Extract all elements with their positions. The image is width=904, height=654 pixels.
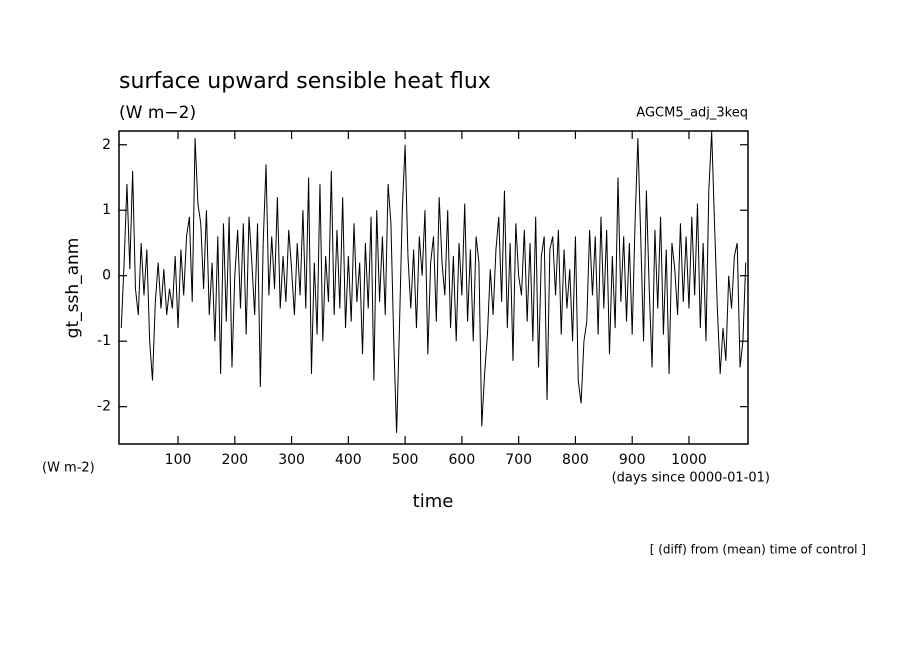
- experiment-label: AGCM5_adj_3keq: [636, 106, 748, 121]
- x-tick-label: 800: [562, 452, 589, 468]
- y-tick-label: 2: [102, 137, 111, 153]
- chart-subtitle: (W m−2): [119, 103, 196, 123]
- y-tick-label: 0: [102, 268, 111, 284]
- data-line: [120, 131, 747, 433]
- x-tick-label: 500: [392, 452, 419, 468]
- x-tick-label: 1000: [671, 452, 707, 468]
- x-tick-label: 600: [449, 452, 476, 468]
- x-tick-label: 100: [165, 452, 192, 468]
- footnote: [ (diff) from (mean) time of control ]: [650, 543, 866, 557]
- x-tick-label: 300: [278, 452, 305, 468]
- y-tick-label: 1: [102, 202, 111, 218]
- x-unit: (days since 0000-01-01): [612, 471, 770, 486]
- x-tick-label: 700: [505, 452, 532, 468]
- y-unit: (W m-2): [42, 461, 95, 476]
- x-tick-label: 200: [221, 452, 248, 468]
- y-axis-label: gt_ssh_anm: [63, 238, 83, 339]
- y-tick-label: -2: [97, 399, 111, 415]
- x-axis-label: time: [413, 491, 454, 512]
- y-tick-label: -1: [97, 333, 111, 349]
- plot-frame: [118, 130, 749, 445]
- x-tick-label: 900: [619, 452, 646, 468]
- chart-title: surface upward sensible heat flux: [119, 69, 491, 94]
- x-tick-label: 400: [335, 452, 362, 468]
